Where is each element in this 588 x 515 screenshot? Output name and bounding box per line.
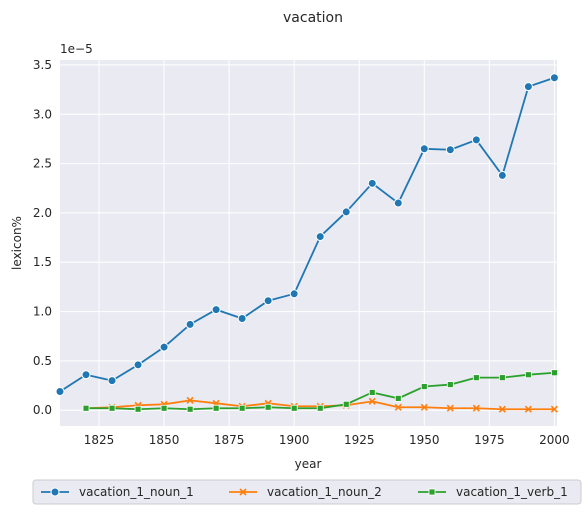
series-vacation_1_noun_1 xyxy=(55,73,559,396)
x-tick-label: 1900 xyxy=(279,433,310,447)
data-point xyxy=(211,305,221,315)
data-point xyxy=(524,371,532,379)
data-point xyxy=(420,383,428,390)
x-tick-label: 1975 xyxy=(474,433,505,447)
legend-entry: vacation_1_noun_2 xyxy=(229,485,382,499)
data-point xyxy=(185,319,195,329)
y-tick-label: 1.0 xyxy=(33,305,52,319)
data-point xyxy=(497,170,507,180)
data-point xyxy=(367,178,377,188)
legend-box xyxy=(32,479,582,505)
y-tick-label: 0.5 xyxy=(33,354,52,368)
series-line xyxy=(59,76,555,393)
data-point xyxy=(133,360,143,370)
data-point xyxy=(550,369,558,377)
data-point xyxy=(290,404,298,412)
x-tick-label: 2000 xyxy=(539,433,570,447)
legend-label: vacation_1_verb_1 xyxy=(456,485,568,499)
data-point xyxy=(264,403,272,411)
x-axis-label: year xyxy=(295,457,322,471)
data-point xyxy=(394,403,402,411)
data-point xyxy=(446,404,454,412)
legend-label: vacation_1_noun_1 xyxy=(79,485,194,499)
data-point xyxy=(315,232,325,242)
y-tick-label: 2.5 xyxy=(33,157,52,171)
data-point xyxy=(368,397,376,405)
y-tick-label: 1.5 xyxy=(33,255,52,269)
legend-marker xyxy=(428,488,436,496)
data-point xyxy=(186,396,194,404)
x-axis: 1825 1850 1875 1900 1925 1950 1975 2000 xyxy=(84,433,570,447)
data-point xyxy=(471,135,481,145)
data-point xyxy=(289,289,299,299)
data-point xyxy=(342,400,350,408)
data-point xyxy=(134,405,142,413)
data-point xyxy=(550,405,558,413)
series-vacation_1_verb_1 xyxy=(82,369,558,413)
grid xyxy=(60,60,557,426)
series-layer xyxy=(55,73,559,413)
legend-entry: vacation_1_noun_1 xyxy=(41,485,194,499)
x-tick-label: 1925 xyxy=(344,433,375,447)
data-point xyxy=(81,370,91,380)
data-point xyxy=(524,405,532,413)
data-point xyxy=(316,404,324,412)
y-axis-label: lexicon% xyxy=(10,216,24,270)
data-point xyxy=(420,403,428,411)
y-tick-label: 3.0 xyxy=(33,107,52,121)
y-offset-label: 1e−5 xyxy=(60,42,93,56)
data-point xyxy=(186,405,194,413)
data-point xyxy=(107,376,117,386)
data-point xyxy=(238,404,246,412)
y-tick-label: 3.5 xyxy=(33,58,52,72)
data-point xyxy=(108,404,116,412)
x-tick-label: 1875 xyxy=(214,433,245,447)
data-point xyxy=(341,207,351,217)
data-point xyxy=(237,313,247,323)
legend-label: vacation_1_noun_2 xyxy=(267,485,382,499)
data-point xyxy=(419,144,429,154)
data-point xyxy=(82,404,90,412)
data-point xyxy=(445,145,455,155)
y-axis: 0.0 0.5 1.0 1.5 2.0 2.5 3.0 3.5 xyxy=(33,58,52,417)
data-point xyxy=(55,386,65,396)
legend-marker xyxy=(239,488,247,496)
data-point xyxy=(498,374,506,382)
x-tick-label: 1825 xyxy=(84,433,115,447)
data-point xyxy=(394,394,402,402)
data-point xyxy=(393,198,403,208)
data-point xyxy=(472,374,480,382)
data-point xyxy=(498,405,506,413)
data-point xyxy=(368,389,376,396)
data-point xyxy=(446,381,454,388)
y-tick-label: 0.0 xyxy=(33,403,52,417)
x-tick-label: 1950 xyxy=(409,433,440,447)
data-point xyxy=(472,404,480,412)
x-tick-label: 1850 xyxy=(149,433,180,447)
data-point xyxy=(549,73,559,83)
data-point xyxy=(212,404,220,412)
legend-marker xyxy=(50,487,60,497)
y-tick-label: 2.0 xyxy=(33,206,52,220)
legend-entry: vacation_1_verb_1 xyxy=(418,485,568,499)
data-point xyxy=(523,82,533,92)
data-point xyxy=(159,342,169,352)
plot-area xyxy=(60,60,557,426)
data-point xyxy=(263,296,273,306)
chart-title: vacation xyxy=(283,10,343,26)
legend: vacation_1_noun_1 vacation_1_noun_2 vacati… xyxy=(32,479,582,505)
data-point xyxy=(160,404,168,412)
